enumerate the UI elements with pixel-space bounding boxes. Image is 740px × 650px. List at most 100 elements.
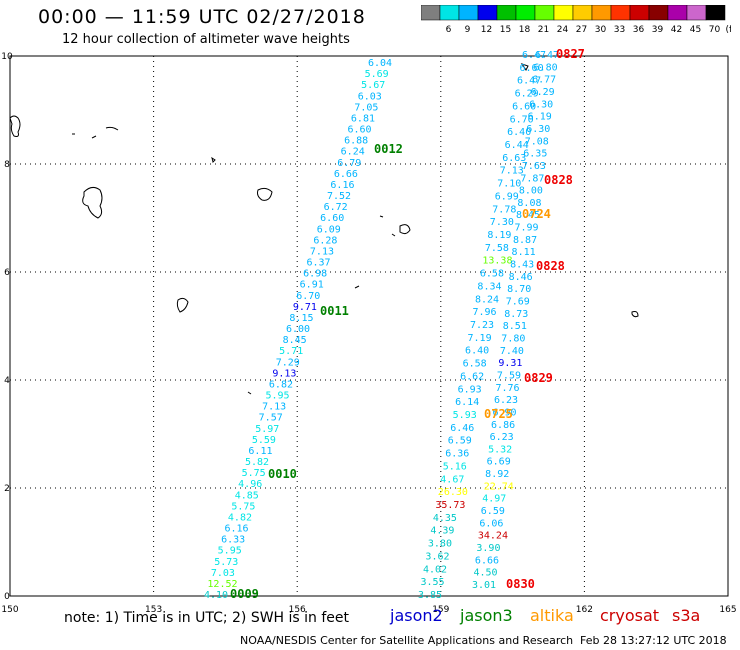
wave-height-value: 6.72 — [324, 202, 348, 213]
wave-height-value: 7.40 — [500, 346, 524, 357]
coastlines — [9, 63, 639, 395]
wave-height-value: 9.31 — [498, 358, 522, 369]
lat-tick-label: 6 — [4, 268, 10, 278]
wave-height-value: 3.62 — [425, 551, 449, 562]
wave-height-value: 6.47 — [535, 50, 559, 61]
wave-height-value: 7.08 — [525, 136, 549, 147]
satellite-track: 4.1012.527.035.735.956.336.164.825.754.8… — [204, 58, 403, 601]
wave-height-value: 7.29 — [276, 357, 300, 368]
wave-height-value: 8.46 — [509, 272, 533, 283]
wave-height-value: 6.44 — [505, 140, 529, 151]
page-subtitle: 12 hour collection of altimeter wave hei… — [62, 32, 350, 47]
wave-height-value: 6.29 — [531, 87, 555, 98]
pass-time-label: 0828 — [544, 173, 573, 187]
scale-label: 12 — [481, 25, 492, 35]
wave-height-value: 7.80 — [501, 333, 525, 344]
lon-tick-label: 150 — [1, 605, 18, 615]
wave-height-value: 26.30 — [438, 487, 468, 498]
island-outline — [631, 311, 639, 318]
wave-height-value: 6.60 — [320, 213, 344, 224]
island-outline — [91, 135, 97, 139]
wave-height-value: 6.09 — [317, 224, 341, 235]
wave-height-value: 6.66 — [475, 555, 499, 566]
wave-height-value: 6.11 — [248, 446, 272, 457]
wave-height-value: 5.67 — [361, 80, 385, 91]
island-outline — [176, 297, 189, 313]
wave-height-value: 6.36 — [445, 449, 469, 460]
scale-label: 39 — [652, 25, 664, 35]
wave-height-value: 22.74 — [484, 481, 514, 492]
lat-tick-label: 10 — [1, 52, 13, 62]
wave-height-value: 4.96 — [238, 479, 262, 490]
scale-label: 27 — [576, 25, 587, 35]
wave-height-value: 8.70 — [507, 284, 531, 295]
wave-height-value: 5.32 — [488, 444, 512, 455]
wave-height-value: 6.90 — [493, 407, 517, 418]
wave-height-value: 5.59 — [252, 435, 276, 446]
wave-height-value: 6.06 — [479, 518, 503, 529]
wave-height-value: 7.76 — [495, 383, 519, 394]
wave-height-value: 6.58 — [480, 269, 504, 280]
wave-height-value: 7.96 — [472, 307, 496, 318]
wave-height-value: 6.86 — [491, 420, 515, 431]
wave-height-value: 7.13 — [500, 166, 524, 177]
wave-height-value: 6.69 — [487, 457, 511, 468]
wave-height-value: 4.50 — [473, 568, 497, 579]
wave-height-value: 6.30 — [529, 99, 553, 110]
lat-tick-label: 0 — [4, 592, 10, 602]
wave-height-value: 3.01 — [472, 580, 496, 591]
wave-height-value: 7.30 — [490, 217, 514, 228]
wave-height-value: 6.46 — [450, 423, 474, 434]
wave-height-value: 6.80 — [534, 62, 558, 73]
wave-height-value: 6.04 — [368, 58, 392, 69]
pass-time-label: 0827 — [556, 47, 585, 61]
scale-label: 21 — [538, 25, 549, 35]
wave-height-value: 4.02 — [423, 564, 447, 575]
wave-height-value: 9.71 — [293, 302, 317, 313]
wave-height-value: 7.87 — [520, 173, 544, 184]
lat-tick-label: 2 — [4, 484, 10, 494]
wave-height-value: 8.45 — [283, 335, 307, 346]
wave-height-value: 6.60 — [512, 101, 536, 112]
wave-height-value: 6.40 — [507, 127, 531, 138]
wave-height-value: 6.16 — [225, 524, 249, 535]
wave-height-value: 7.57 — [259, 413, 283, 424]
scale-label: 36 — [633, 25, 645, 35]
wave-height-value: 6.63 — [502, 153, 526, 164]
wave-height-value: 5.69 — [365, 69, 389, 80]
wave-height-value: 6.19 — [528, 112, 552, 123]
wave-height-value: 8.08 — [517, 198, 541, 209]
pass-time-label: 0010 — [268, 467, 297, 481]
lon-tick-label: 162 — [576, 605, 593, 615]
wave-height-value: 6.99 — [495, 191, 519, 202]
wave-height-value: 6.16 — [330, 180, 354, 191]
wave-height-value: 6.00 — [286, 324, 310, 335]
wave-height-value: 6.60 — [520, 63, 544, 74]
satellite-track: 3.014.506.663.9034.246.066.594.9722.748.… — [472, 47, 585, 591]
credit-line: NOAA/NESDIS Center for Satellite Applica… — [240, 634, 574, 647]
generated-timestamp: Feb 28 13:27:12 UTC 2018 — [580, 634, 727, 647]
wave-height-value: 6.23 — [494, 395, 518, 406]
wave-height-value: 6.40 — [465, 346, 489, 357]
wave-height-value: 6.47 — [517, 76, 541, 87]
scale-swatch — [705, 5, 726, 21]
wave-height-value: 8.87 — [513, 235, 537, 246]
wave-height-value: 4.97 — [482, 494, 506, 505]
wave-height-value: 5.75 — [242, 468, 266, 479]
wave-height-value: 3.85 — [418, 590, 442, 601]
wave-height-value: 7.63 — [522, 161, 546, 172]
wave-height-value: 7.99 — [514, 223, 538, 234]
wave-height-value: 6.35 — [523, 149, 547, 160]
wave-height-value: 4.39 — [430, 526, 454, 537]
page-title: 00:00 — 11:59 UTC 02/27/2018 — [38, 6, 366, 28]
wave-height-value: 8.19 — [487, 230, 511, 241]
island-outline — [247, 391, 252, 395]
wave-height-value: 6.98 — [303, 269, 327, 280]
wave-height-value: 7.52 — [327, 191, 351, 202]
wave-height-value: 7.78 — [492, 204, 516, 215]
wave-height-value: 7.19 — [468, 333, 492, 344]
wave-height-value: 35.73 — [435, 500, 465, 511]
wave-height-value: 8.73 — [504, 309, 528, 320]
wave-height-value: 6.14 — [455, 397, 479, 408]
map-grid — [10, 56, 728, 596]
